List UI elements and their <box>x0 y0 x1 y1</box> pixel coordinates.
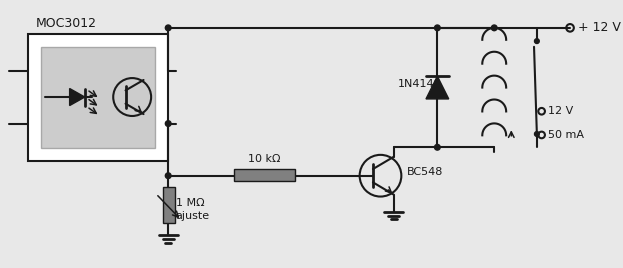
Text: + 12 V: + 12 V <box>578 21 621 34</box>
Circle shape <box>165 121 171 126</box>
Text: BC548: BC548 <box>407 167 444 177</box>
Circle shape <box>434 25 440 31</box>
Bar <box>28 34 168 162</box>
Circle shape <box>165 25 171 31</box>
Bar <box>41 47 155 148</box>
Text: 50 mA: 50 mA <box>548 130 584 140</box>
Text: 1 MΩ: 1 MΩ <box>176 198 204 208</box>
Circle shape <box>165 173 171 178</box>
Polygon shape <box>426 76 449 99</box>
Polygon shape <box>70 88 85 106</box>
Circle shape <box>492 25 497 31</box>
Text: MOC3012: MOC3012 <box>36 17 97 30</box>
Bar <box>163 187 175 223</box>
Text: 1N4148: 1N4148 <box>397 79 441 89</box>
Circle shape <box>535 39 540 43</box>
Text: ajuste: ajuste <box>176 211 210 221</box>
Bar <box>234 169 295 181</box>
Circle shape <box>434 144 440 150</box>
Text: 12 V: 12 V <box>548 106 574 116</box>
Text: 10 kΩ: 10 kΩ <box>248 154 280 164</box>
Circle shape <box>535 132 540 136</box>
